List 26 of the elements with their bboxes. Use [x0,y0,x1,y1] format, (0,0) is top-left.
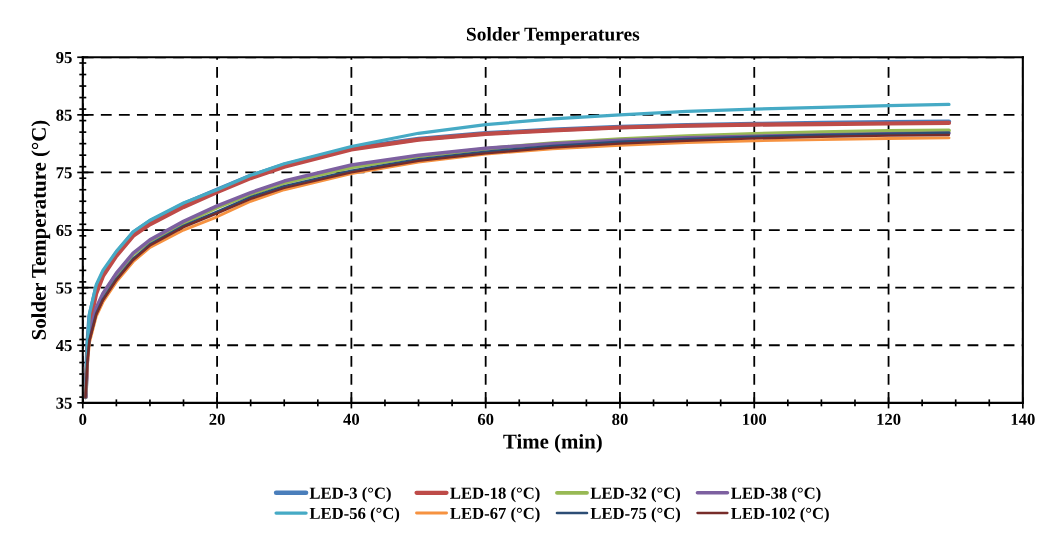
legend-label: LED-38 (°C) [731,487,821,503]
x-tick-label: 60 [477,413,494,425]
y-tick-label: 35 [56,397,72,409]
legend-label: LED-102 (°C) [731,507,829,523]
chart-title: Solder Temperatures [466,27,640,45]
x-tick-label: 120 [877,413,901,425]
x-tick-label: 40 [343,413,360,425]
legend-label: LED-67 (°C) [450,507,540,523]
x-tick-label: 80 [612,413,628,425]
y-tick-label: 85 [56,109,72,121]
x-tick-label: 100 [743,413,767,425]
x-tick-label: 0 [79,413,87,425]
y-tick-label: 55 [56,282,72,294]
y-tick-label: 75 [56,167,72,179]
y-tick-label: 95 [56,51,72,64]
y-axis-title: Solder Temperature (°C) [31,120,51,340]
y-tick-label: 65 [56,224,72,236]
legend-label: LED-32 (°C) [590,487,681,503]
y-tick-label: 45 [55,340,72,352]
x-tick-label: 20 [209,413,225,425]
legend-label: LED-56 (°C) [309,507,400,523]
legend-label: LED-3 (°C) [309,487,391,503]
x-axis-title: Time (min) [503,433,602,453]
x-tick-label: 140 [1011,413,1035,425]
legend-label: LED-75 (°C) [590,507,681,523]
legend-label: LED-18 (°C) [450,487,540,503]
